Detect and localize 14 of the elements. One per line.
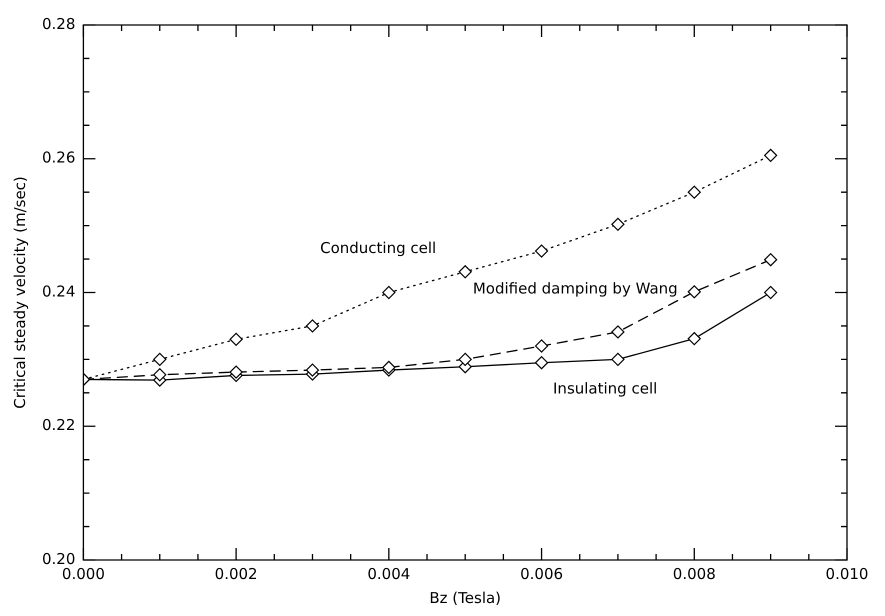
x-axis-title: Bz (Tesla) [429,588,502,607]
y-tick-label: 0.24 [42,282,76,300]
x-tick-label: 0.002 [214,564,258,583]
y-axis-title: Critical steady velocity (m/sec) [10,176,29,409]
y-tick-label: 0.22 [42,416,76,434]
y-tick-label: 0.26 [42,148,76,167]
x-tick-label: 0.008 [672,564,716,583]
x-tick-label: 0.010 [826,564,868,583]
series-label: Conducting cell [320,238,436,257]
x-tick-label: 0.004 [367,564,410,583]
series-label: Insulating cell [553,379,658,398]
series-label: Modified damping by Wang [472,280,678,298]
x-tick-label: 0.006 [520,564,564,583]
y-tick-label: 0.28 [42,14,76,33]
